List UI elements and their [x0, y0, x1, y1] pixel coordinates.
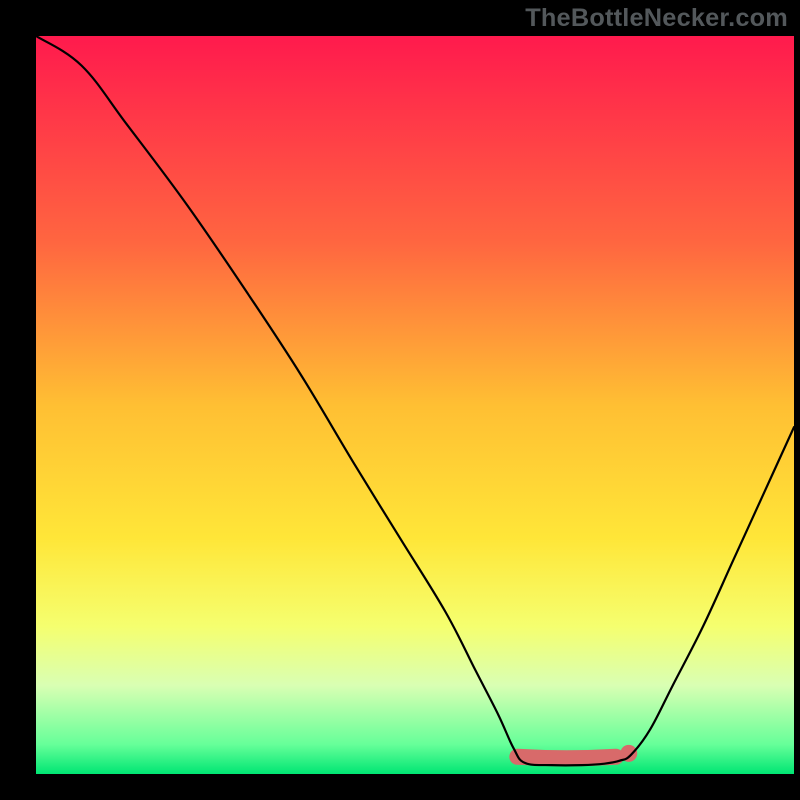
chart-svg [36, 36, 794, 774]
chart-frame: TheBottleNecker.com [0, 0, 800, 800]
plot-area [36, 36, 794, 774]
highlight-segment [517, 757, 616, 759]
attribution-label: TheBottleNecker.com [525, 4, 788, 33]
chart-background [36, 36, 794, 774]
